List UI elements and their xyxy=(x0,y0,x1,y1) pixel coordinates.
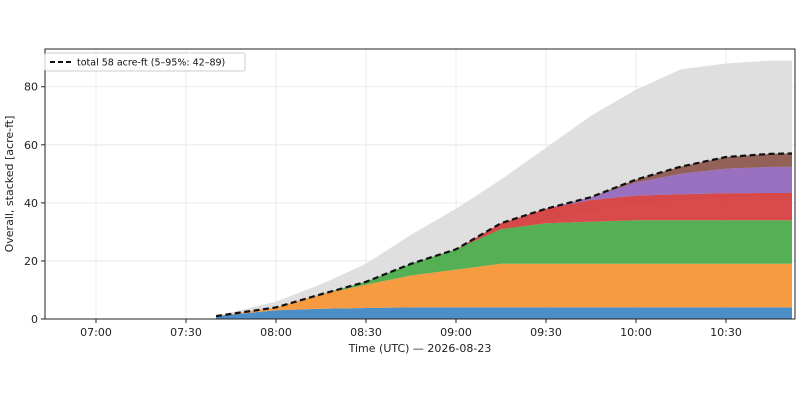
x-tick-label: 09:30 xyxy=(530,326,562,339)
total-line xyxy=(215,152,793,318)
y-tick-label: 0 xyxy=(31,313,38,326)
legend-entry-total: total 58 acre-ft (5–95%: 42–89) xyxy=(77,58,225,69)
x-tick-label: 10:30 xyxy=(710,326,742,339)
y-axis-label: Overall, stacked [acre-ft] xyxy=(3,116,16,253)
x-axis-ticks: 07:00 07:30 08:00 08:30 09:00 09:30 10:00 10:30 xyxy=(80,319,742,339)
area-series-1 xyxy=(216,307,792,319)
area-series-2 xyxy=(216,263,792,317)
total-line-layer xyxy=(215,152,793,318)
x-tick-label: 08:00 xyxy=(260,326,292,339)
x-tick-label: 10:00 xyxy=(620,326,652,339)
y-tick-label: 40 xyxy=(24,197,38,210)
x-tick-label: 07:00 xyxy=(80,326,112,339)
uncertainty-band xyxy=(216,60,792,317)
x-tick-label: 09:00 xyxy=(440,326,472,339)
area-series-4 xyxy=(216,193,792,317)
plot-frame xyxy=(44,48,796,320)
x-axis-label: Time (UTC) — 2026-08-23 xyxy=(348,342,492,355)
stacked-areas xyxy=(216,153,792,319)
y-axis-ticks: 0 20 40 60 80 xyxy=(24,81,45,326)
legend: total 58 acre-ft (5–95%: 42–89) xyxy=(44,52,246,72)
x-tick-label: 07:30 xyxy=(170,326,202,339)
band-5-95 xyxy=(216,60,792,317)
area-series-3 xyxy=(216,220,792,317)
y-tick-label: 60 xyxy=(24,139,38,152)
area-series-5 xyxy=(216,166,792,317)
y-tick-label: 80 xyxy=(24,81,38,94)
y-tick-label: 20 xyxy=(24,255,38,268)
x-tick-label: 08:30 xyxy=(350,326,382,339)
legend-box xyxy=(44,52,246,72)
